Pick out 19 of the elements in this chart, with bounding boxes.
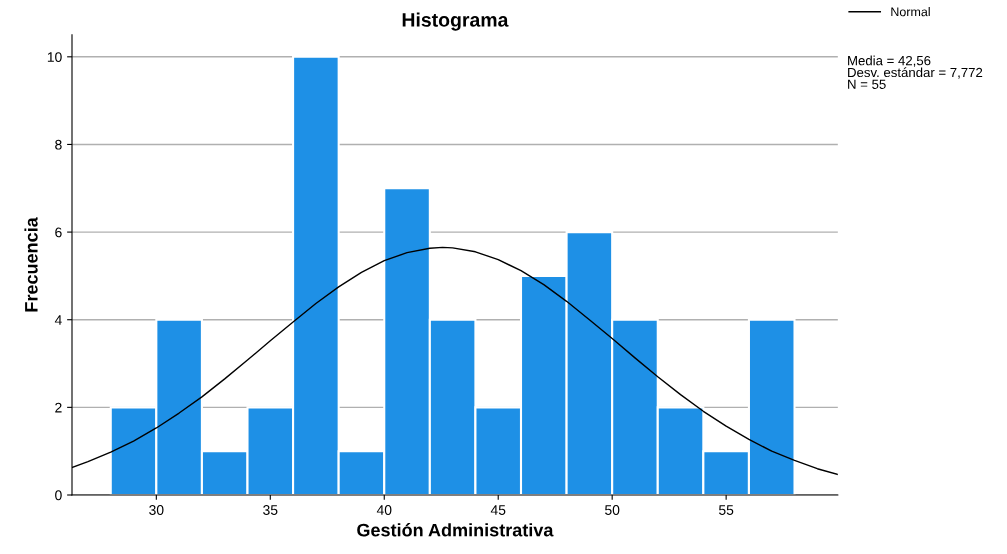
x-tick-label: 50 bbox=[605, 505, 620, 515]
y-tick-label: 8 bbox=[55, 139, 62, 150]
x-tick-label: 40 bbox=[376, 505, 392, 515]
x-tick-label: 30 bbox=[149, 505, 164, 515]
y-tick-label: 2 bbox=[55, 402, 62, 413]
x-tick-label: 35 bbox=[263, 505, 278, 515]
text: Desv. estándar = 7,772 bbox=[848, 67, 983, 79]
y-axis-title: Frecuencia bbox=[24, 217, 38, 312]
x-tick-label: 45 bbox=[490, 505, 506, 515]
y-tick-label: 10 bbox=[47, 52, 62, 62]
y-tick-label: 0 bbox=[55, 490, 62, 501]
text: Media = 42,56 bbox=[848, 55, 931, 67]
y-tick-label: 4 bbox=[54, 315, 62, 325]
text: N = 55 bbox=[848, 79, 886, 89]
legend-label: Normal bbox=[891, 7, 930, 17]
chart-title: Histograma bbox=[402, 12, 509, 31]
y-tick-label: 6 bbox=[55, 227, 62, 238]
x-axis-title: Gestión Administrativa bbox=[357, 523, 554, 537]
x-tick-label: 55 bbox=[718, 505, 734, 515]
